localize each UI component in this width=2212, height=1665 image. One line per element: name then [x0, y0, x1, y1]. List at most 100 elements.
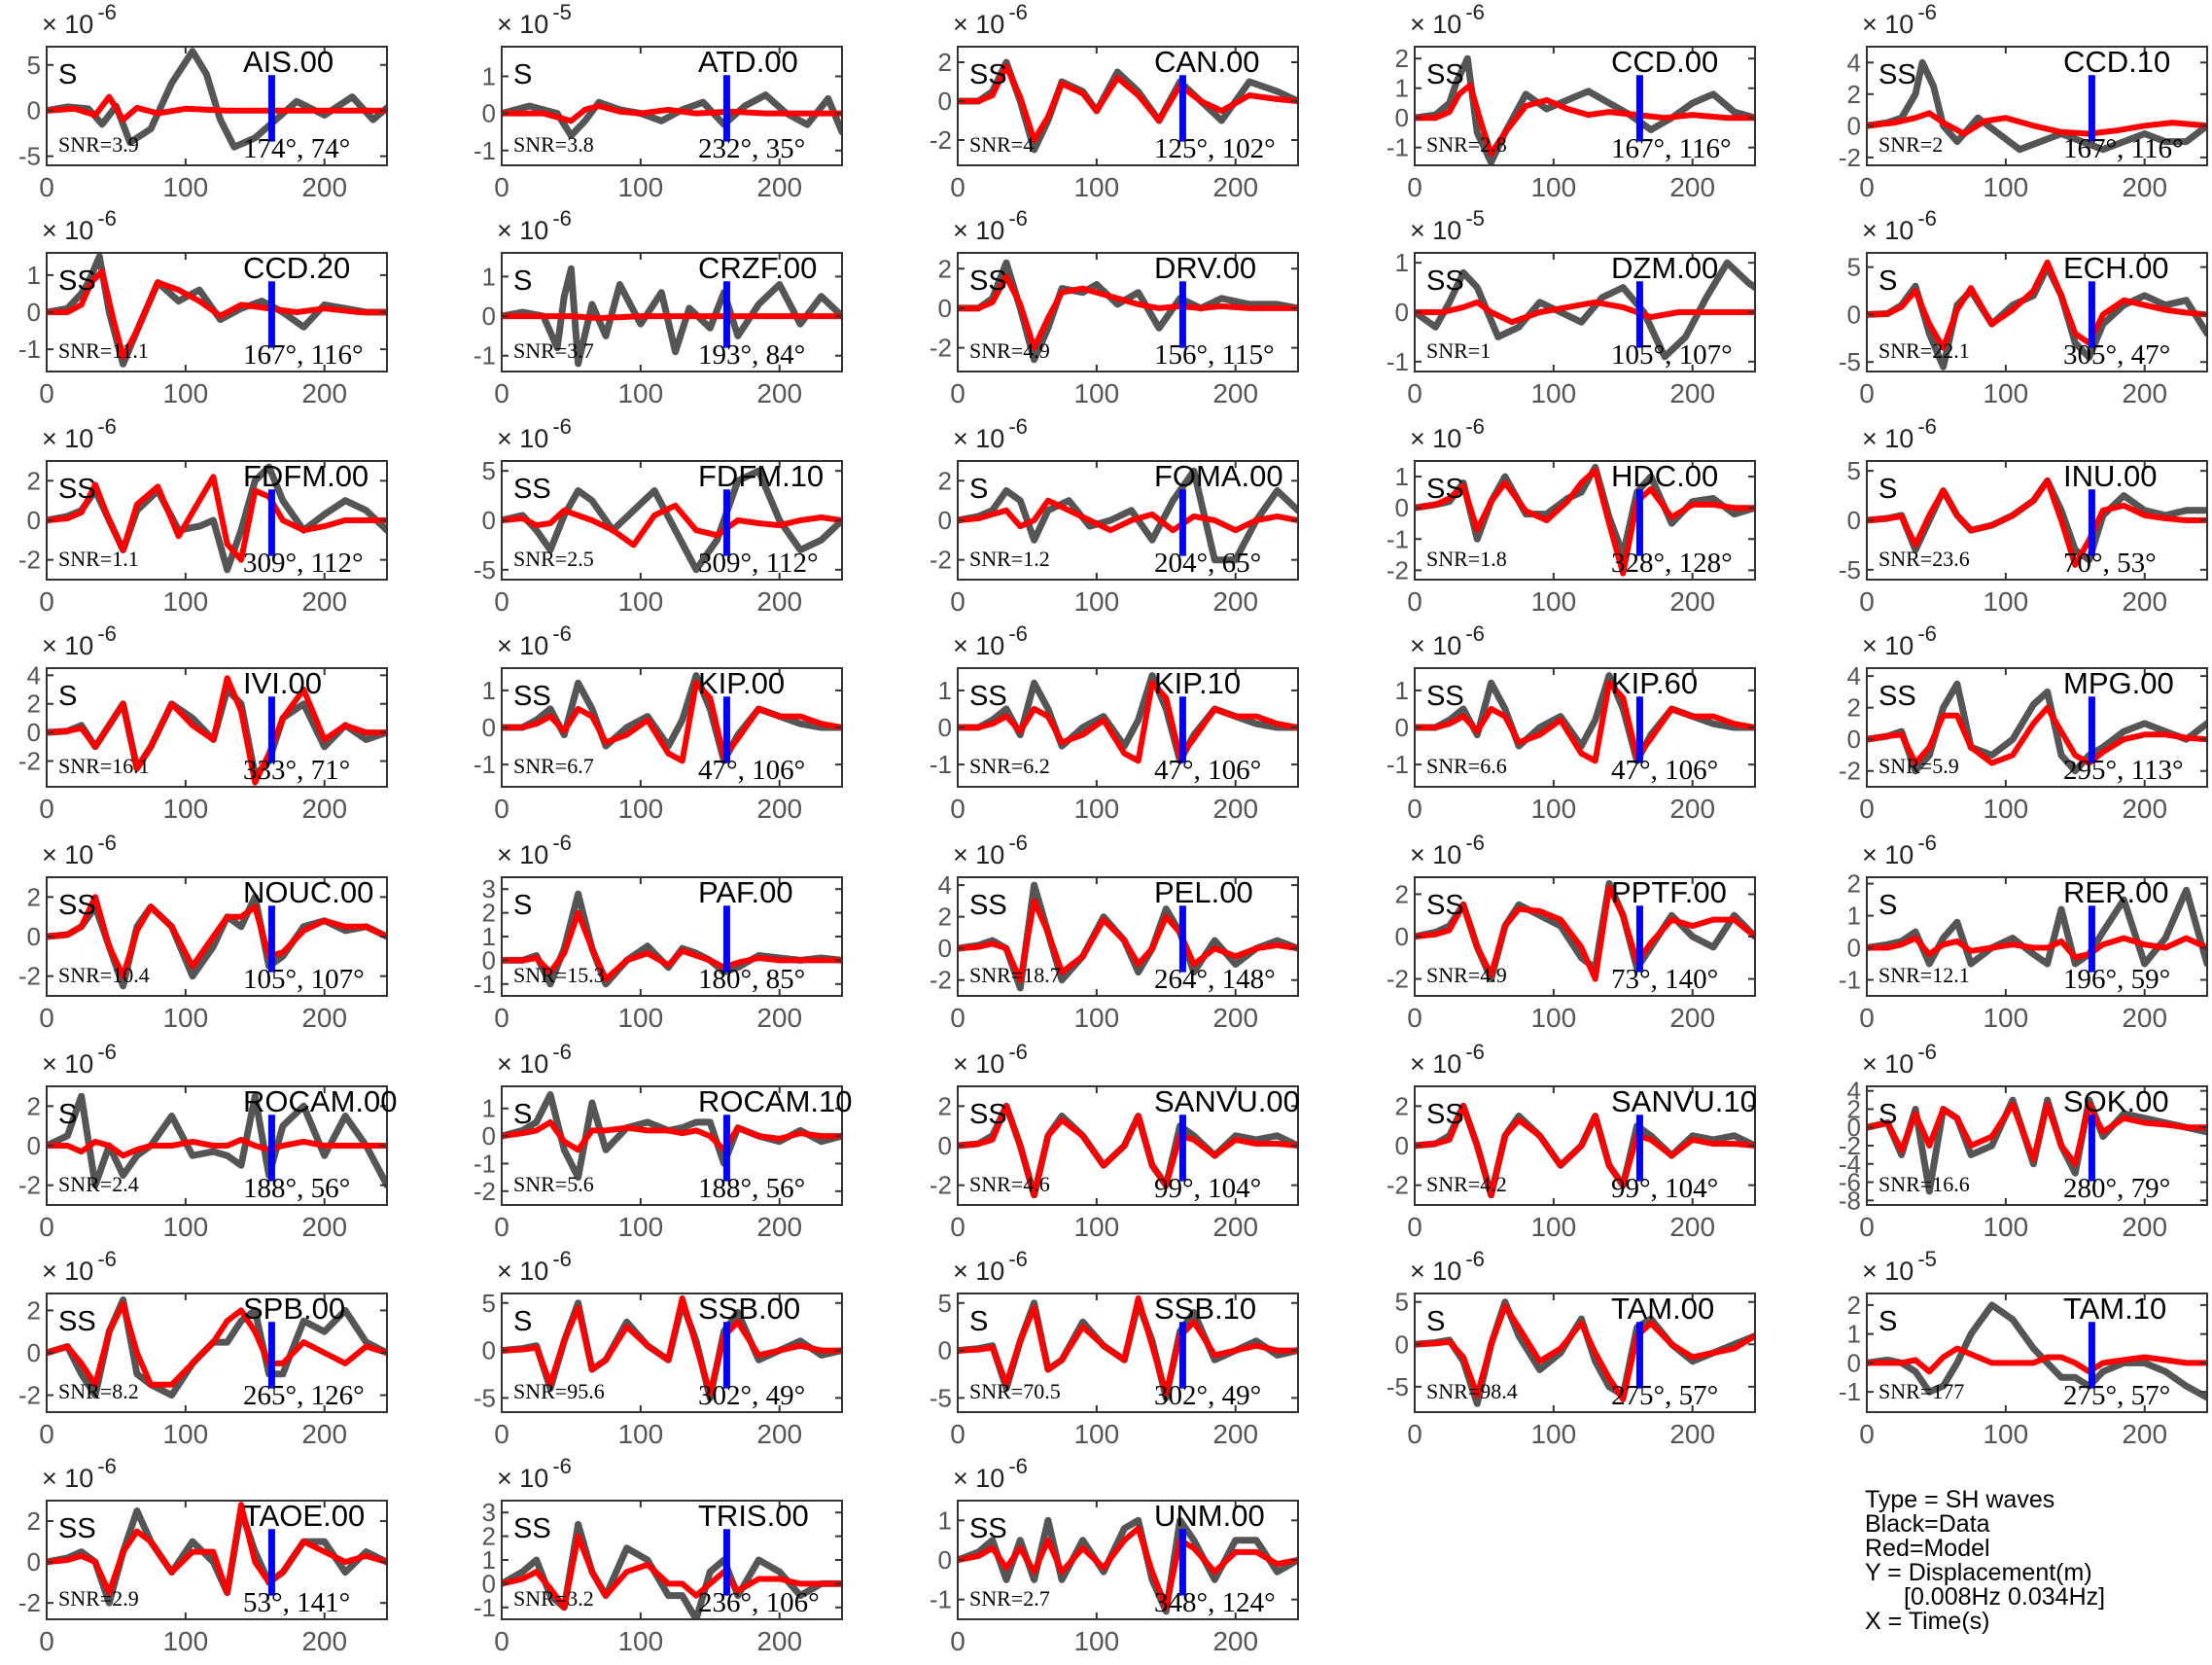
model-trace: [47, 1502, 387, 1596]
y-tick-label: -1: [1387, 750, 1409, 779]
phase-label: SS: [969, 266, 1007, 297]
x-tick-label: 0: [1407, 794, 1422, 824]
x-tick-label: 200: [756, 1212, 802, 1242]
y-scale-label: × 10 -6: [497, 1247, 572, 1286]
station-panel: -2 0 2 0 100 200 × 10 -6 SS SANVU.10 SNR=4.2 99°, 1…: [1387, 1040, 1757, 1242]
y-tick-label: -1: [474, 341, 496, 371]
y-tick-label: 2: [1847, 869, 1861, 899]
x-tick-label: 0: [494, 1626, 509, 1656]
y-scale-exponent: -6: [1465, 414, 1485, 439]
model-trace: [1867, 478, 2207, 568]
axes-box: [1414, 460, 1756, 581]
y-tick-label: -1: [1839, 1377, 1861, 1406]
snr-label: SNR=6.6: [1426, 754, 1507, 778]
y-scale-exponent: -6: [97, 1040, 117, 1064]
angle-label: 232°, 35°: [698, 133, 805, 164]
station-label: PEL.00: [1154, 875, 1253, 909]
x-tick-label: 100: [617, 378, 663, 408]
station-panel: -1 0 1 0 100 200 × 10 -6 SS CCD.20 SNR=11.1 167°, 1…: [18, 206, 388, 408]
x-tick-label: 200: [301, 1212, 347, 1242]
y-tick-label: 1: [1395, 248, 1409, 277]
y-tick-label: 3: [482, 1498, 496, 1527]
y-scale-label: × 10 -6: [42, 831, 117, 869]
model-trace: [958, 63, 1298, 143]
axes-box: [501, 252, 843, 372]
y-tick-label: -1: [474, 136, 496, 165]
x-tick-label: 200: [1212, 1419, 1258, 1449]
snr-label: SNR=3.8: [513, 132, 594, 157]
x-tick-label: 200: [301, 1419, 347, 1449]
plot-area: [47, 893, 387, 990]
angle-label: 180°, 85°: [698, 964, 805, 995]
y-tick-label: 0: [27, 1131, 41, 1160]
x-tick-label: 0: [1859, 172, 1875, 202]
y-tick-label: 0: [27, 718, 41, 747]
angle-label: 280°, 79°: [2063, 1173, 2170, 1204]
y-tick-label: 0: [1395, 1131, 1409, 1160]
plot-area: [958, 1102, 1298, 1199]
model-trace: [1415, 1103, 1755, 1198]
y-scale-exponent: -6: [97, 414, 117, 439]
snr-label: SNR=1: [1426, 338, 1491, 363]
snr-label: SNR=4.2: [1426, 1172, 1507, 1196]
y-tick-label: 2: [1395, 879, 1409, 908]
x-tick-label: 0: [950, 378, 966, 408]
x-tick-label: 0: [950, 1003, 966, 1033]
y-tick-label: -1: [1387, 347, 1409, 376]
plot-area: [502, 1294, 842, 1401]
phase-label: SS: [58, 1306, 96, 1337]
station-label: INU.00: [2063, 459, 2157, 493]
y-tick-label: -2: [474, 1177, 496, 1206]
y-tick-label: 0: [1847, 1348, 1861, 1377]
angle-label: 99°, 104°: [1611, 1173, 1718, 1204]
axes-box: [1866, 46, 2208, 166]
x-tick-label: 200: [1669, 1212, 1715, 1242]
station-panel: -1 0 1 0 100 200 × 10 -6 S CRZF.00 SNR=3.7 193°, 84…: [474, 206, 843, 408]
model-trace: [1867, 1101, 2207, 1167]
y-scale-label: × 10 -6: [1862, 621, 1937, 660]
y-scale-label: × 10 -5: [497, 0, 572, 39]
y-tick-label: 2: [27, 1091, 41, 1120]
y-tick-label: 1: [938, 1506, 952, 1535]
phase-label: S: [1878, 890, 1897, 921]
snr-label: SNR=8.2: [58, 1379, 139, 1403]
x-tick-label: 0: [950, 794, 966, 824]
x-tick-label: 0: [39, 1212, 54, 1242]
axes-box: [957, 46, 1299, 166]
station-panel: -1 0 1 0 100 200 × 10 -6 SS KIP.00 SNR=6.7 47°, 106…: [474, 621, 843, 824]
phase-label: SS: [58, 1513, 96, 1544]
phase-label: SS: [969, 890, 1007, 921]
x-tick-label: 100: [617, 1419, 663, 1449]
y-tick-label: 0: [1395, 493, 1409, 522]
model-trace: [958, 1103, 1298, 1198]
x-tick-label: 200: [1212, 1212, 1258, 1242]
snr-label: SNR=6.2: [969, 754, 1050, 778]
snr-label: SNR=6.7: [513, 754, 594, 778]
phase-label: SS: [58, 266, 96, 297]
station-label: SANVU.00: [1154, 1084, 1300, 1118]
y-tick-label: -1: [1387, 133, 1409, 162]
station-label: SANVU.10: [1611, 1084, 1757, 1118]
y-scale-label: × 10 -6: [1410, 414, 1485, 453]
y-scale-label: × 10 -6: [497, 831, 572, 869]
plot-area: [1415, 54, 1755, 165]
y-scale-label: × 10 -6: [1862, 0, 1937, 39]
model-trace: [47, 1300, 387, 1388]
x-tick-label: 100: [1073, 172, 1119, 202]
y-tick-label: -5: [1387, 1372, 1409, 1401]
plot-area: [958, 58, 1298, 154]
legend-line: Type = SH waves: [1865, 1486, 2055, 1513]
angle-label: 188°, 56°: [243, 1173, 350, 1204]
y-tick-label: -1: [474, 970, 496, 999]
y-tick-label: 2: [27, 690, 41, 719]
phase-label: SS: [1426, 266, 1464, 297]
station-panel: -1 0 1 0 100 200 × 10 -6 SS KIP.60 SNR=6.6 47°, 106…: [1387, 621, 1756, 824]
model-trace: [47, 474, 387, 563]
x-tick-label: 0: [950, 1419, 966, 1449]
plot-area: [1415, 1298, 1755, 1407]
station-label: FOMA.00: [1154, 459, 1283, 493]
station-panel: -2 0 2 0 100 200 × 10 -6 SS SPB.00 SNR=8.2 265°, 12…: [18, 1247, 388, 1449]
axes-box: [46, 1500, 388, 1620]
